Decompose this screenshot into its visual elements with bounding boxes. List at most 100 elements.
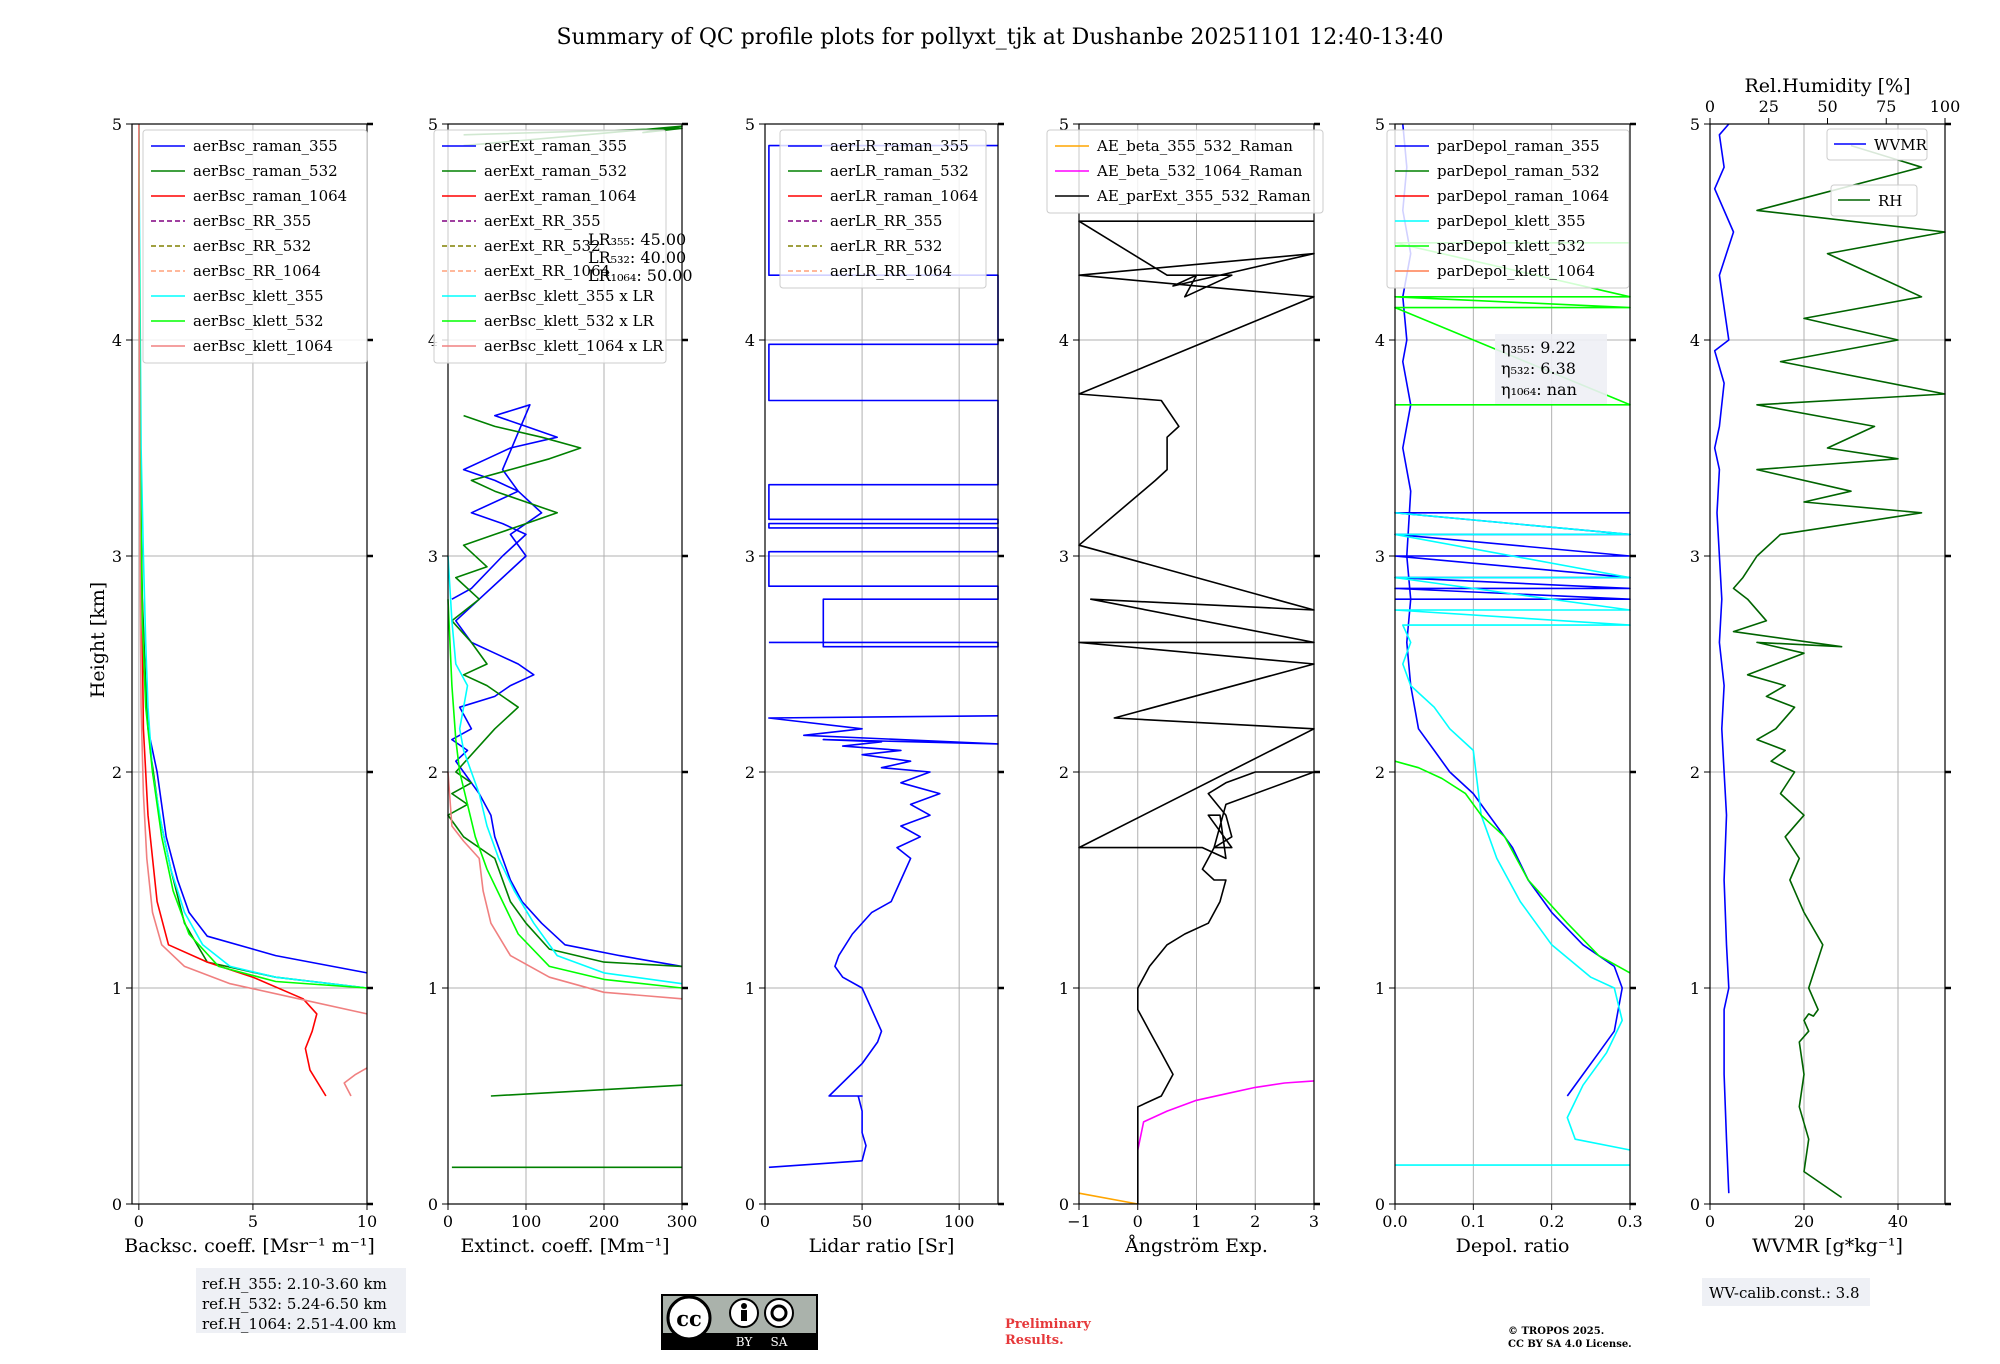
by-person-body xyxy=(741,1310,747,1321)
series-aerLR_hlines xyxy=(768,144,999,648)
axes-frame xyxy=(1394,123,1631,1205)
y-tick-label: 5 xyxy=(1375,115,1385,134)
x-axis-label: Backsc. coeff. [Msr⁻¹ m⁻¹] xyxy=(124,1235,375,1257)
ref-height-532: ref.H_532: 5.24-6.50 km xyxy=(202,1295,387,1313)
legend-label: parDepol_klett_1064 xyxy=(1437,262,1595,280)
axes-frame xyxy=(131,123,368,1205)
x-tick-label: 0.2 xyxy=(1539,1212,1564,1231)
x-tick-label: 0 xyxy=(1705,1212,1715,1231)
series-aerBsc_klett_1064 x LR xyxy=(447,771,683,1000)
legend-label: aerBsc_RR_1064 xyxy=(193,262,321,280)
y-tick-label: 5 xyxy=(745,115,755,134)
legend-label: aerBsc_RR_355 xyxy=(193,212,311,230)
y-tick-label: 5 xyxy=(112,115,122,134)
legend-label: aerExt_RR_355 xyxy=(484,212,601,230)
series-parDepol_raman_355 xyxy=(1402,123,1623,1097)
y-tick-label: 5 xyxy=(428,115,438,134)
panel-depol: 0.0 0.1 0.2 0.3 0 1 2 3 4 5 Depol. ratio parDepol_r… xyxy=(1375,115,1643,1257)
lr-annotation: LR₁₀₆₄: 50.00 xyxy=(588,266,693,285)
y-tick-label: 3 xyxy=(1059,547,1069,566)
y-tick-label: 0 xyxy=(112,1195,122,1214)
x-tick-label: 40 xyxy=(1888,1212,1908,1231)
top-x-axis-label: Rel.Humidity [%] xyxy=(1744,75,1910,97)
series-aerExt_raman_532_spike xyxy=(490,1084,683,1097)
cc-logo-icon xyxy=(666,1295,712,1341)
y-tick-label: 1 xyxy=(112,979,122,998)
y-tick-label: 1 xyxy=(745,979,755,998)
legend-label: RH xyxy=(1878,192,1902,210)
results-text: Results. xyxy=(1005,1333,1064,1348)
lr-annotation: LR₃₅₅: 45.00 xyxy=(588,230,686,249)
cc-license-badge: cc BY SA xyxy=(661,1294,818,1350)
x-tick-label: 2 xyxy=(1250,1212,1260,1231)
y-tick-label: 3 xyxy=(1690,547,1700,566)
legend-wvmr: WVMR xyxy=(1826,128,1928,161)
x-tick-label: 0 xyxy=(760,1212,770,1231)
legend-label: parDepol_raman_1064 xyxy=(1437,187,1609,205)
ref-height-note: ref.H_355: 2.10-3.60 km ref.H_532: 5.24-… xyxy=(196,1268,406,1333)
x-tick-label: 10 xyxy=(357,1212,377,1231)
y-tick-label: 4 xyxy=(428,331,438,350)
legend-label: parDepol_raman_355 xyxy=(1437,137,1600,155)
y-axis-label: Height [km] xyxy=(87,582,109,698)
x-tick-label: 20 xyxy=(1794,1212,1814,1231)
series-aerBsc_klett_1064_low xyxy=(343,1067,368,1097)
preliminary-text: Preliminary xyxy=(1005,1317,1091,1332)
legend-box xyxy=(1046,129,1324,214)
x-tick-label: −1 xyxy=(1067,1212,1091,1231)
x-tick-label: 300 xyxy=(667,1212,698,1231)
y-tick-label: 0 xyxy=(1375,1195,1385,1214)
x-tick-label: 3 xyxy=(1309,1212,1319,1231)
x-axis-label: Depol. ratio xyxy=(1456,1235,1570,1257)
copyright-line-1: © TROPOS 2025. xyxy=(1508,1326,1604,1337)
top-x-tick-label: 75 xyxy=(1876,97,1896,116)
panel-extinction: 0 100 200 300 0 1 2 3 4 5 Extinct. coeff. [Mm⁻¹] ae… xyxy=(428,115,697,1257)
top-x-tick-label: 0 xyxy=(1705,97,1715,116)
axes-frame xyxy=(764,123,999,1205)
legend-label: aerExt_raman_355 xyxy=(484,137,627,155)
y-tick-label: 4 xyxy=(1375,331,1385,350)
y-tick-label: 5 xyxy=(1690,115,1700,134)
series-aerBsc_klett_532 x LR xyxy=(447,599,683,989)
x-axis-label: Ångström Exp. xyxy=(1124,1235,1268,1257)
x-axis-label: Lidar ratio [Sr] xyxy=(809,1235,955,1257)
eta-annotation: η₃₅₅: 9.22 xyxy=(1501,338,1576,357)
axes-frame xyxy=(447,123,683,1205)
legend-label: aerBsc_klett_355 x LR xyxy=(484,287,655,305)
legend-label: aerExt_RR_1064 xyxy=(484,262,610,280)
legend-label: aerBsc_klett_1064 xyxy=(193,337,333,355)
y-tick-label: 4 xyxy=(112,331,122,350)
y-tick-label: 2 xyxy=(1375,763,1385,782)
series-aerLR_raman_355 xyxy=(768,715,999,1169)
series-parDepol_klett_355 xyxy=(1394,512,1631,1151)
legend-box xyxy=(1386,129,1630,289)
y-tick-label: 4 xyxy=(1690,331,1700,350)
axes-frame xyxy=(1709,123,1946,1205)
x-tick-label: 0.3 xyxy=(1617,1212,1642,1231)
legend-label: aerExt_raman_532 xyxy=(484,162,627,180)
x-tick-label: 0.0 xyxy=(1382,1212,1407,1231)
series-aerBsc_klett_532 xyxy=(138,123,368,989)
panel-backscatter: 0 5 10 0 1 2 3 4 5 Backsc. coeff. [Msr⁻¹ m⁻¹] aerB… xyxy=(112,115,377,1257)
eta-annotation: η₁₀₆₄: nan xyxy=(1501,380,1577,399)
x-axis-label: Extinct. coeff. [Mm⁻¹] xyxy=(460,1235,669,1257)
legend-box xyxy=(1826,128,1928,161)
y-tick-label: 3 xyxy=(745,547,755,566)
series-aerBsc_klett_1064 xyxy=(138,123,368,1015)
legend-label: aerLR_RR_532 xyxy=(830,237,942,255)
sa-label: SA xyxy=(771,1335,788,1349)
legend-label: parDepol_klett_532 xyxy=(1437,237,1586,255)
series-aerExt_raman_355 xyxy=(451,403,683,968)
top-x-tick-label: 100 xyxy=(1930,97,1961,116)
legend-label: WVMR xyxy=(1874,136,1928,154)
y-tick-label: 1 xyxy=(1059,979,1069,998)
series-parDepol_klett_532 xyxy=(1394,760,1631,974)
y-tick-label: 3 xyxy=(112,547,122,566)
legend-label: AE_beta_532_1064_Raman xyxy=(1096,162,1303,180)
legend-label: aerLR_raman_1064 xyxy=(830,187,978,205)
copyright-line-2: CC BY SA 4.0 License. xyxy=(1508,1339,1632,1350)
series-AE_beta_355_532_Raman xyxy=(1078,1192,1138,1205)
legend-label: aerLR_RR_1064 xyxy=(830,262,952,280)
